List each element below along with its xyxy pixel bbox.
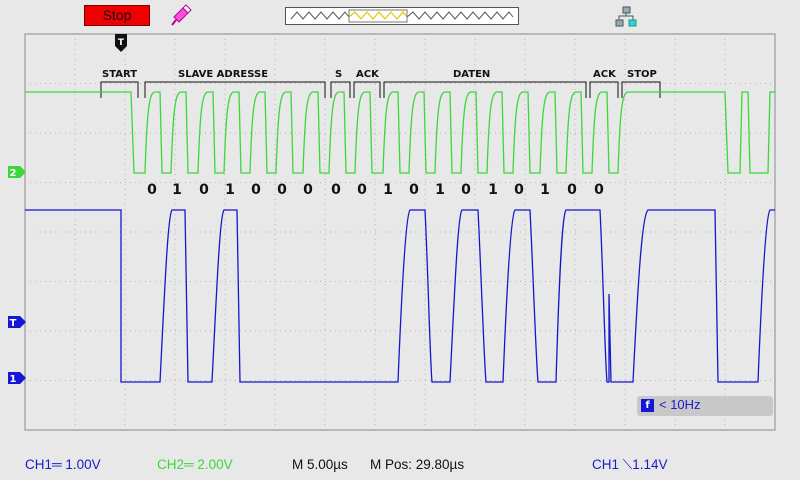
memory-overview-bar: T (285, 7, 519, 25)
bracket-slave (144, 81, 326, 98)
bit-11: 1 (435, 182, 445, 198)
main-position: M Pos: 29.80µs (370, 457, 465, 472)
bracket-s (330, 81, 351, 98)
svg-text:1: 1 (10, 374, 17, 385)
trigger-frequency-text: < 10Hz (659, 397, 701, 412)
trigger-setting: CH1 ⟍1.14V (592, 457, 668, 472)
trigger-position-marker: T (115, 34, 127, 52)
bit-5: 0 (277, 182, 287, 198)
bit-6: 0 (303, 182, 313, 198)
bit-13: 1 (488, 182, 498, 198)
label-ack-1: ACK (356, 69, 380, 80)
bit-8: 0 (357, 182, 367, 198)
ch1-scale: CH1═ 1.00V (25, 457, 101, 472)
ch2-trace (25, 91, 775, 174)
bracket-start (100, 81, 139, 98)
network-icon (615, 6, 637, 27)
trigger-level-marker[interactable]: T (8, 316, 26, 329)
bit-17: 0 (594, 182, 604, 198)
label-s: S (335, 69, 342, 80)
bit-1: 1 (172, 182, 182, 198)
bracket-ack2 (589, 81, 619, 98)
bit-9: 1 (383, 182, 393, 198)
probe-icon (171, 4, 192, 26)
label-start: START (102, 69, 137, 80)
bracket-ack1 (353, 81, 381, 98)
bit-10: 0 (409, 182, 419, 198)
label-slave-adresse: SLAVE ADRESSE (178, 69, 268, 80)
label-daten: DATEN (453, 69, 490, 80)
bit-15: 1 (540, 182, 550, 198)
bit-12: 0 (461, 182, 471, 198)
trigger-info-icon: f (641, 399, 654, 412)
bit-4: 0 (251, 182, 261, 198)
ch1-trace (25, 209, 775, 383)
bracket-stop (621, 81, 661, 98)
bit-0: 0 (147, 182, 157, 198)
bracket-daten (383, 81, 587, 98)
ch2-marker[interactable]: 2 (8, 166, 26, 179)
svg-text:T: T (118, 38, 125, 48)
timebase: M 5.00µs (292, 457, 348, 472)
bit-16: 0 (567, 182, 577, 198)
label-stop: STOP (627, 69, 657, 80)
trigger-frequency-box: f < 10Hz (637, 396, 773, 416)
bit-2: 0 (199, 182, 209, 198)
svg-text:T: T (358, 7, 363, 8)
bit-14: 0 (514, 182, 524, 198)
ch1-marker[interactable]: 1 (8, 372, 26, 385)
annotation-labels: START SLAVE ADRESSE S ACK DATEN ACK STOP (102, 69, 657, 80)
bit-7: 0 (331, 182, 341, 198)
ch2-scale: CH2═ 2.00V (157, 457, 233, 472)
run-stop-button[interactable]: Stop (84, 5, 150, 26)
bit-3: 1 (225, 182, 235, 198)
label-ack-2: ACK (593, 69, 617, 80)
protocol-annotations (100, 81, 661, 98)
top-bar: Stop T (0, 0, 800, 34)
svg-text:2: 2 (10, 168, 17, 179)
svg-text:T: T (10, 318, 17, 329)
